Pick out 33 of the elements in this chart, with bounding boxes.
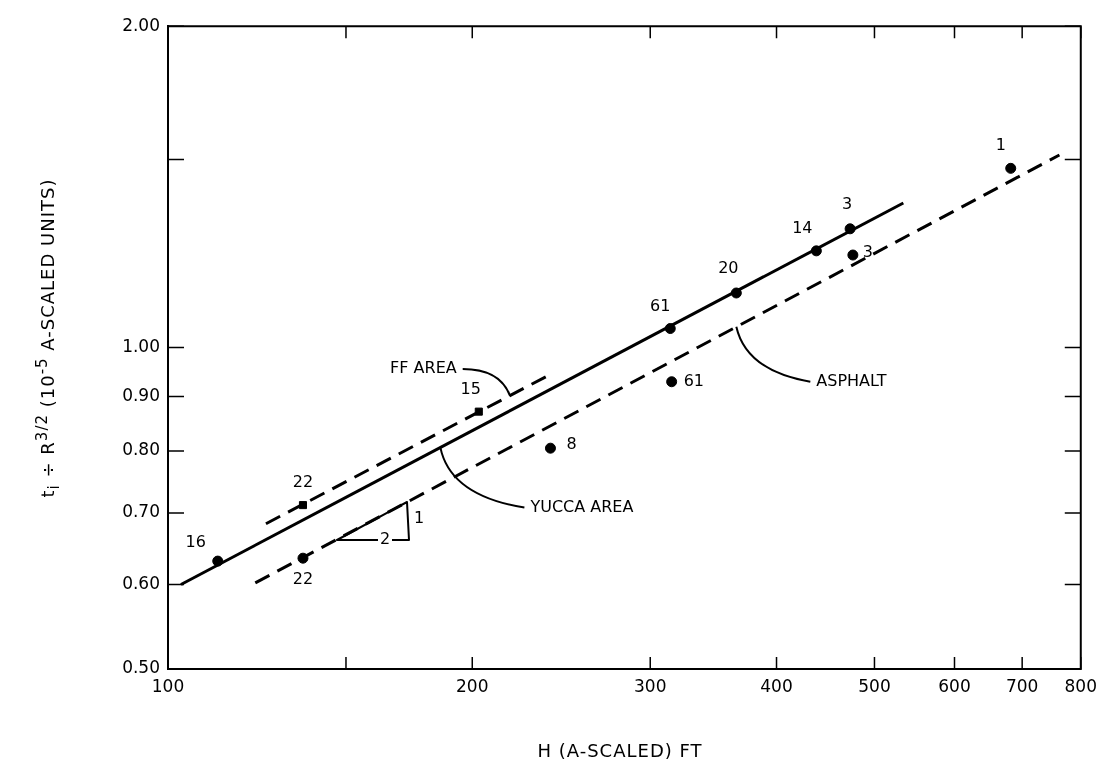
y-tick-label: 0.70	[122, 501, 160, 522]
annotation: FF AREA	[390, 358, 457, 378]
annotation: 1	[995, 135, 1006, 155]
annotation: 61	[683, 370, 705, 390]
annotation: 15	[460, 378, 481, 398]
x-tick-label: 300	[634, 675, 667, 696]
x-tick-label: 800	[1064, 675, 1097, 696]
annotation: 2	[378, 529, 393, 548]
annotation: 3	[842, 193, 853, 213]
annotation: 22	[292, 569, 314, 589]
annotation: ASPHALT	[816, 370, 887, 390]
x-tick-label: 500	[858, 675, 891, 696]
y-tick-label: 0.90	[122, 384, 160, 405]
x-tick-label: 200	[456, 675, 489, 696]
annotation: 3	[862, 242, 874, 262]
annotation: 1	[414, 508, 425, 527]
x-tick-label: 100	[151, 675, 185, 696]
y-tick-label: 2.00	[122, 14, 160, 35]
annotation: 22	[292, 472, 314, 492]
x-axis-title: H (A-SCALED) FT	[537, 739, 703, 761]
annotation: 61	[650, 295, 671, 315]
annotation: 20	[718, 258, 739, 278]
x-tick-label: 400	[760, 675, 793, 696]
y-tick-label: 0.80	[122, 439, 160, 460]
annotation: 16	[185, 532, 206, 552]
y-tick-label: 0.60	[122, 572, 160, 593]
annotation: YUCCA AREA	[529, 496, 634, 516]
annotation: 8	[566, 434, 577, 454]
x-tick-label: 600	[938, 675, 971, 696]
annotation: 14	[792, 218, 813, 238]
y-tick-label: 1.00	[122, 336, 160, 357]
x-tick-label: 700	[1005, 675, 1039, 696]
y-tick-label: 0.50	[122, 657, 160, 678]
